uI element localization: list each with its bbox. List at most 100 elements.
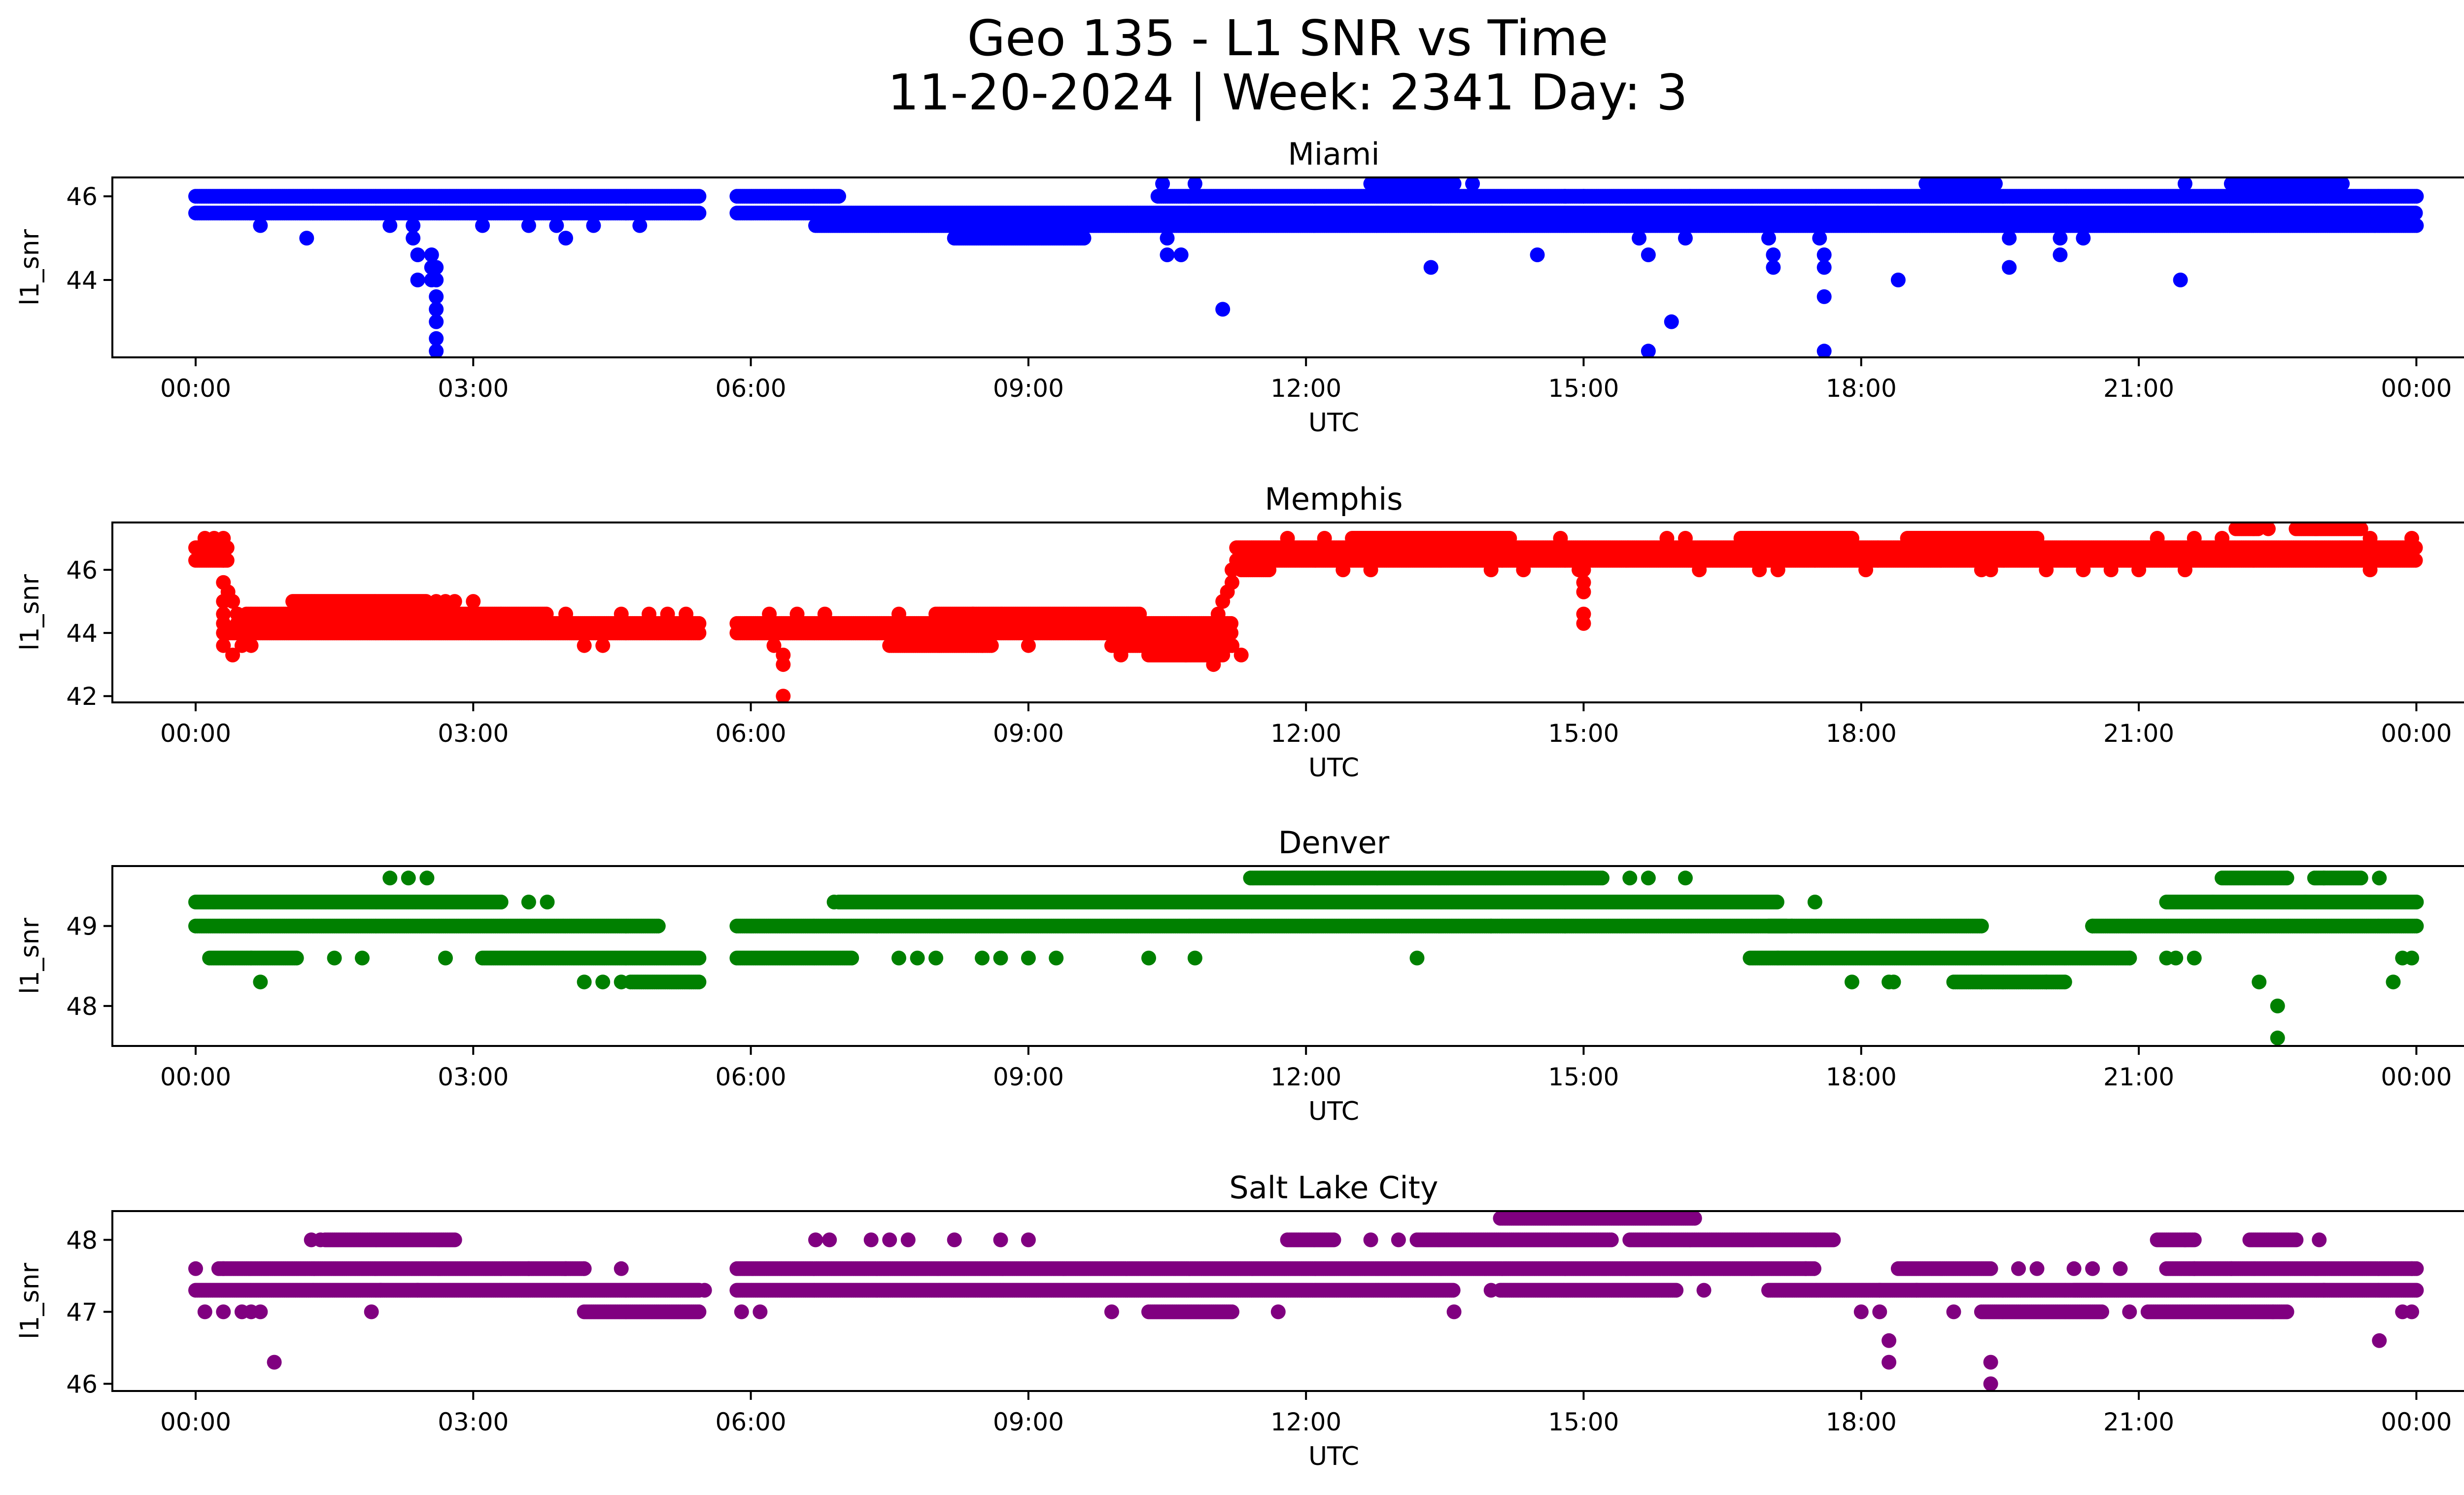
- band-1-segment-1: [1229, 553, 2423, 568]
- data-point: [1766, 260, 1781, 275]
- y-axis-label: l1_snr: [15, 229, 45, 306]
- data-point: [2408, 206, 2423, 221]
- band-4-segment-0: [285, 594, 434, 609]
- data-point: [1465, 177, 1480, 191]
- data-point: [410, 247, 425, 262]
- data-point: [2053, 247, 2068, 262]
- subplot-miami: Miami 00:00 03:00 06:00 09:00 12:00 15:00 18:00…: [15, 136, 2464, 438]
- subplot-title: Memphis: [1265, 481, 1403, 517]
- data-point: [1173, 247, 1189, 262]
- data-point: [253, 218, 268, 233]
- data-point: [429, 289, 444, 304]
- data-point: [1160, 231, 1175, 246]
- data-point: [1530, 247, 1545, 262]
- data-point: [406, 218, 421, 233]
- data-point: [1890, 273, 1906, 287]
- data-point: [410, 273, 425, 287]
- data-point: [1664, 314, 1679, 329]
- data-point: [1766, 247, 1781, 262]
- x-tick-label: 06:00: [716, 374, 787, 403]
- x-tick-label: 15:00: [1548, 374, 1619, 403]
- data-point: [2002, 260, 2017, 275]
- data-point: [1187, 177, 1202, 191]
- x-tick-label: 18:00: [1826, 374, 1897, 403]
- y-tick-label: 46: [66, 182, 98, 211]
- subplot-title: Miami: [1288, 136, 1379, 172]
- data-point: [1160, 247, 1175, 262]
- band-4-segment-1: [1928, 177, 1998, 191]
- band-1-segment-0: [188, 206, 707, 221]
- data-point: [429, 314, 444, 329]
- data-point: [1812, 231, 1827, 246]
- data-point: [1423, 206, 1438, 221]
- data-point: [475, 218, 490, 233]
- data-point: [2367, 218, 2382, 233]
- data-point: [2002, 231, 2017, 246]
- data-point: [1816, 247, 1832, 262]
- data-point: [2053, 231, 2068, 246]
- scatter-series: [188, 177, 2424, 357]
- data-point: [1215, 302, 1231, 317]
- data-point: [429, 273, 444, 287]
- data-point: [831, 189, 846, 204]
- band-0-segment-0: [188, 189, 707, 204]
- data-point: [2177, 177, 2192, 191]
- x-axis-label: UTC: [1308, 408, 1359, 438]
- data-point: [1816, 289, 1832, 304]
- data-point: [2173, 273, 2188, 287]
- x-tick-label: 03:00: [438, 374, 509, 403]
- data-point: [691, 206, 707, 221]
- data-point: [429, 331, 444, 346]
- x-tick-label: 21:00: [2103, 374, 2174, 403]
- data-point: [2076, 231, 2091, 246]
- data-point: [1363, 177, 1378, 191]
- data-point: [549, 218, 564, 233]
- data-point: [558, 231, 573, 246]
- data-point: [691, 189, 707, 204]
- band-1-segment-1: [729, 206, 2423, 221]
- x-tick-label: 09:00: [993, 374, 1064, 403]
- x-tick-label: 12:00: [1270, 374, 1341, 403]
- data-point: [1816, 260, 1832, 275]
- data-point: [1076, 231, 1092, 246]
- data-point: [1442, 177, 1457, 191]
- data-point: [1761, 231, 1776, 246]
- data-point: [1816, 344, 1832, 357]
- band-0-segment-2: [1150, 189, 2424, 204]
- data-point: [2408, 553, 2423, 568]
- x-tick-label: 00:00: [2381, 374, 2452, 403]
- data-point: [429, 260, 444, 275]
- data-point: [1641, 247, 1656, 262]
- data-point: [406, 231, 421, 246]
- data-point: [632, 218, 648, 233]
- data-point: [1946, 177, 1961, 191]
- data-point: [1632, 231, 1647, 246]
- data-point: [2409, 218, 2424, 233]
- data-point: [1641, 344, 1656, 357]
- data-point: [2409, 189, 2424, 204]
- data-point: [299, 231, 314, 246]
- data-point: [424, 247, 439, 262]
- axes-frame: [111, 176, 2464, 358]
- y-tick-label: 44: [66, 266, 98, 295]
- data-point: [1557, 189, 1573, 204]
- scatter-series: [188, 522, 2423, 702]
- band-3-segment-0: [947, 231, 1092, 246]
- data-point: [586, 218, 601, 233]
- data-point: [429, 344, 444, 357]
- data-point: [1678, 231, 1693, 246]
- data-point: [1155, 177, 1170, 191]
- data-point: [521, 218, 536, 233]
- data-point: [1988, 177, 2003, 191]
- data-point: [2326, 177, 2341, 191]
- band-2-segment-0: [808, 218, 2424, 233]
- data-point: [1576, 189, 1591, 204]
- data-point: [429, 302, 444, 317]
- data-point: [382, 218, 398, 233]
- band-0-segment-1: [729, 189, 846, 204]
- x-tick-label: 00:00: [160, 374, 231, 403]
- data-point: [1423, 260, 1438, 275]
- data-point: [1918, 177, 1934, 191]
